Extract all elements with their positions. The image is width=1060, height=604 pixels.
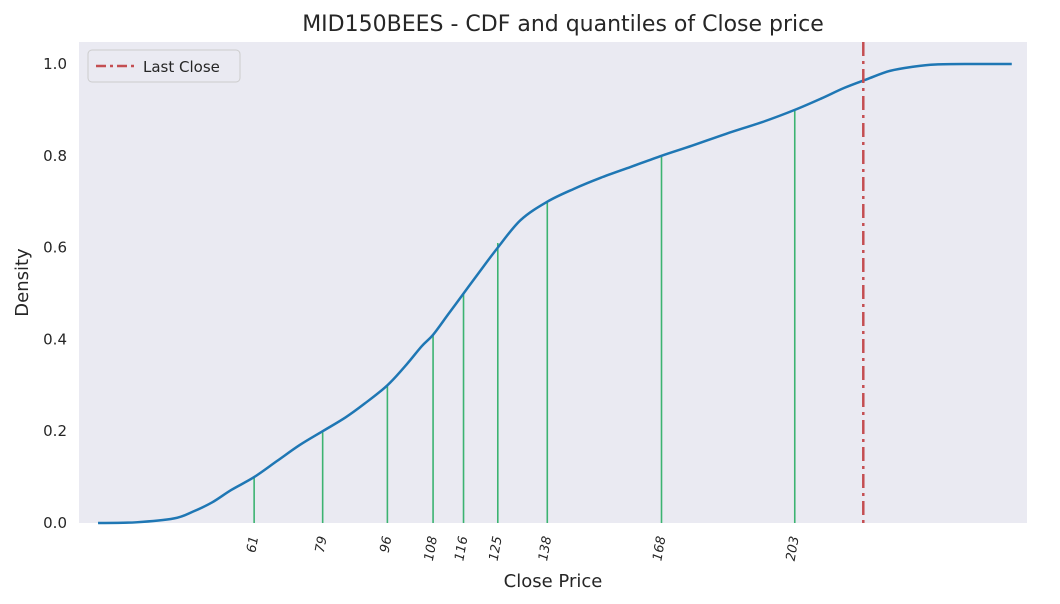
quantile-lines	[253, 109, 796, 523]
x-tick-label: 138	[536, 535, 555, 562]
x-tick-label: 125	[487, 535, 506, 562]
plot-area	[79, 42, 1027, 523]
x-tick-label: 61	[244, 535, 262, 554]
legend: Last Close	[87, 49, 241, 83]
y-axis-ticks: 0.0 0.2 0.4 0.6 0.8 1.0	[43, 55, 67, 532]
x-tick-label: 168	[650, 535, 669, 562]
cdf-series-line	[98, 62, 1012, 525]
y-tick-label: 0.0	[43, 514, 67, 532]
y-axis-label: Density	[12, 248, 33, 317]
x-axis-label: Close Price	[504, 571, 603, 592]
legend-box	[87, 49, 241, 83]
x-axis-quantile-ticks: 61 79 96 108 116 125 138 168 203	[244, 535, 802, 562]
x-tick-label: 108	[422, 535, 441, 562]
legend-label-last-close: Last Close	[143, 58, 220, 76]
x-tick-label: 116	[452, 535, 471, 562]
y-tick-label: 0.6	[43, 239, 67, 257]
x-tick-label: 203	[784, 535, 803, 562]
y-tick-label: 0.2	[43, 422, 67, 440]
x-tick-label: 96	[378, 535, 396, 554]
y-tick-label: 0.4	[43, 330, 67, 348]
x-tick-label: 79	[313, 535, 331, 554]
y-tick-label: 1.0	[43, 55, 67, 73]
chart-title: MID150BEES - CDF and quantiles of Close …	[302, 12, 824, 37]
y-tick-label: 0.8	[43, 147, 67, 165]
